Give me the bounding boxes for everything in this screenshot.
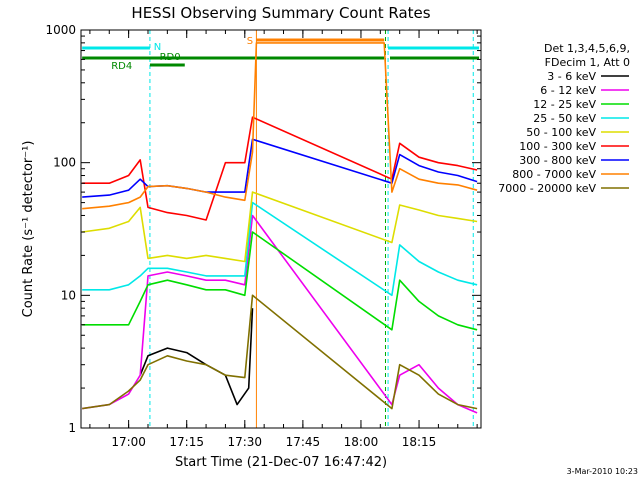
footer-date: 3-Mar-2010 10:23 <box>567 467 638 476</box>
legend: Det 1,3,4,5,6,9,FDecim 1, Att 03 - 6 keV… <box>498 42 630 195</box>
series-line-2 <box>82 214 478 414</box>
x-axis-label: Start Time (21-Dec-07 16:47:42) <box>175 455 387 470</box>
plot-frame <box>80 29 482 429</box>
x-tick-label: 18:15 <box>402 435 437 449</box>
legend-header-line: FDecim 1, Att 0 <box>545 56 630 69</box>
x-tick-label: 18:00 <box>344 435 379 449</box>
x-tick-label: 17:45 <box>286 435 321 449</box>
series-line-5 <box>82 191 478 263</box>
flag-s-label: S <box>247 36 253 47</box>
series-line-7 <box>82 138 478 198</box>
flag-rd4-label: RD4 <box>111 61 132 72</box>
ticks-layer: 1 10 100 1000 17:00 17:15 17:30 17:45 18:00 18:15 <box>45 23 481 449</box>
series-line-4 <box>82 201 478 297</box>
y-tick-label: 1000 <box>45 23 76 37</box>
series-line-6 <box>82 116 478 221</box>
legend-entry-label: 300 - 800 keV <box>519 154 596 167</box>
y-tick-label: 1 <box>68 421 76 435</box>
legend-entry-label: 800 - 7000 keV <box>512 168 596 181</box>
legend-entry-label: 6 - 12 keV <box>540 84 596 97</box>
series-line-1 <box>139 308 254 406</box>
x-tick-label: 17:30 <box>227 435 262 449</box>
series-line-8 <box>82 42 478 210</box>
flag-rd0-label: RD0 <box>160 52 181 63</box>
y-axis-label: Count Rate (s⁻¹ detector⁻¹) <box>21 141 36 318</box>
y-tick-label: 10 <box>61 288 76 302</box>
legend-entry-label: 7000 - 20000 keV <box>498 182 596 195</box>
chart-title: HESSI Observing Summary Count Rates <box>131 4 430 22</box>
x-tick-label: 17:00 <box>111 435 146 449</box>
series-line-9 <box>82 294 478 410</box>
legend-entry-label: 100 - 300 keV <box>519 140 596 153</box>
legend-entry-label: 25 - 50 keV <box>533 112 596 125</box>
y-tick-label: 100 <box>53 156 76 170</box>
legend-entry-label: 12 - 25 keV <box>533 98 596 111</box>
flag-n-label: N <box>154 42 161 53</box>
x-tick-label: 17:15 <box>169 435 204 449</box>
series-line-3 <box>82 231 478 331</box>
legend-header-line: Det 1,3,4,5,6,9, <box>544 42 630 55</box>
legend-entry-label: 3 - 6 keV <box>547 70 596 83</box>
legend-entry-label: 50 - 100 keV <box>526 126 596 139</box>
